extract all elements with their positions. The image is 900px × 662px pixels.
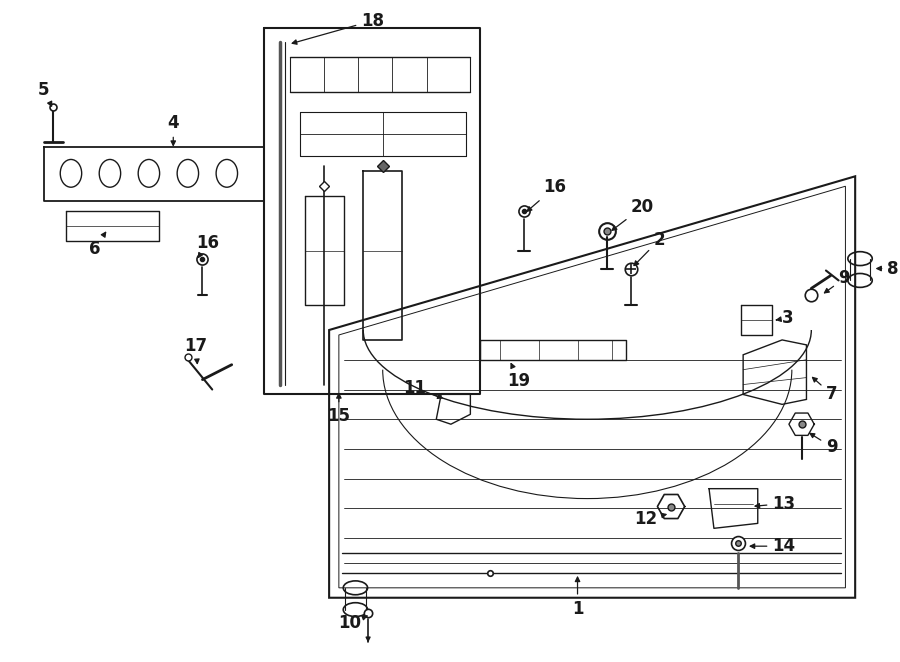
Text: 6: 6 [89,232,105,258]
Text: 12: 12 [634,510,666,528]
Text: 2: 2 [634,230,665,265]
Text: 19: 19 [508,363,530,390]
Text: 8: 8 [877,260,899,277]
Text: 5: 5 [38,81,51,106]
Text: 18: 18 [292,12,384,44]
Text: 16: 16 [196,234,219,258]
Text: 3: 3 [777,309,794,327]
Text: 16: 16 [527,178,566,211]
Text: 11: 11 [403,379,442,399]
Text: 17: 17 [184,337,207,363]
Text: 20: 20 [612,198,654,230]
Text: 7: 7 [813,377,838,403]
Text: 10: 10 [338,614,367,632]
Text: 14: 14 [751,537,796,555]
Text: 9: 9 [824,269,850,293]
Text: 15: 15 [328,394,350,426]
Text: 9: 9 [810,434,838,456]
Text: 4: 4 [167,114,179,146]
Text: 1: 1 [572,577,583,618]
Text: 13: 13 [755,495,796,512]
